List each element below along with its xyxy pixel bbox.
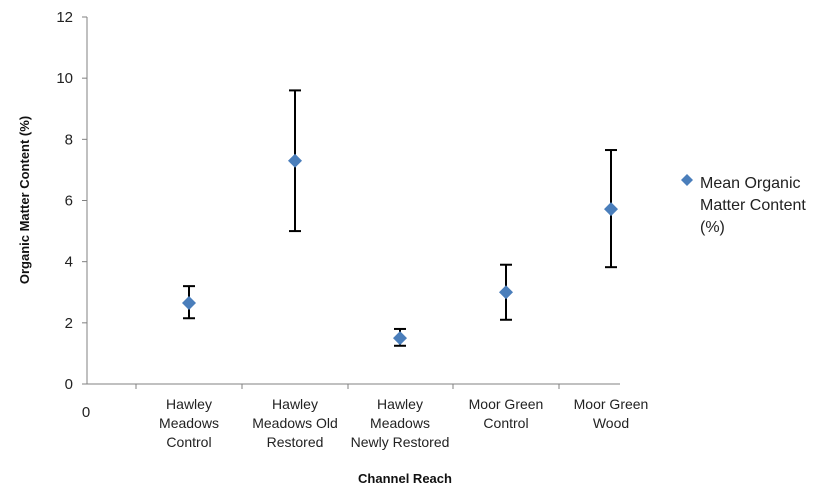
y-axis-ticks: 0 2 4 6 8 10 12 0	[56, 9, 560, 421]
category-label: Moor Green Wood	[574, 396, 649, 431]
axes	[86, 17, 620, 385]
legend: Mean Organic Matter Content (%)	[681, 174, 806, 236]
category-label: Hawley Meadows Old Restored	[252, 396, 338, 450]
category-label: Moor Green Control	[469, 396, 544, 431]
data-point	[182, 295, 196, 310]
y-tick-label: 4	[65, 254, 73, 271]
x-axis-categories: Hawley Meadows Control Hawley Meadows Old Res…	[159, 396, 648, 450]
category-label: Hawley Meadows Newly Restored	[351, 396, 450, 450]
y-tick-label: 0	[65, 376, 73, 393]
y-tick-label: 6	[65, 193, 73, 210]
x-axis-title: Channel Reach	[358, 471, 452, 486]
y-tick-label: 8	[65, 131, 73, 148]
data-point	[499, 285, 513, 300]
legend-label: Mean Organic Matter Content (%)	[700, 175, 806, 236]
y-axis-title: Organic Matter Content (%)	[17, 116, 32, 284]
data-point	[393, 331, 407, 346]
category-label: Hawley Meadows Control	[159, 396, 219, 450]
y-tick-label: 12	[56, 9, 73, 26]
error-bars	[183, 89, 617, 347]
y-tick-label: 2	[65, 315, 73, 332]
data-point	[288, 153, 302, 168]
y-tick-label: 10	[56, 70, 73, 87]
data-point	[604, 202, 618, 217]
x-origin-label: 0	[82, 404, 90, 421]
legend-marker	[681, 174, 693, 186]
data-points	[182, 153, 618, 346]
